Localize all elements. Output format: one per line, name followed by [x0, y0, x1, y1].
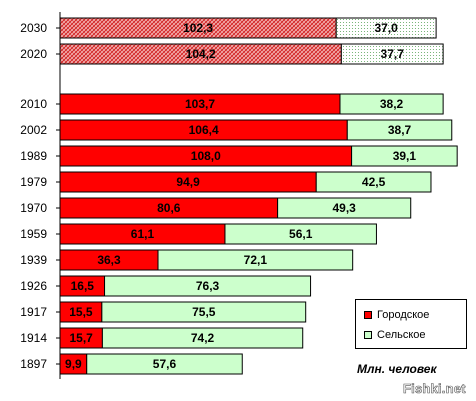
- label-rural-1897: 57,6: [153, 357, 177, 371]
- label-rural-2030: 37,0: [374, 21, 398, 35]
- legend-label-rural: Сельское: [377, 329, 426, 341]
- legend-label-urban: Городское: [377, 309, 430, 321]
- label-urban-1917: 15,5: [69, 305, 93, 319]
- label-rural-1989: 39,1: [393, 149, 417, 163]
- watermark: Fishki.net: [403, 381, 466, 397]
- bar-rural-2010: [339, 93, 444, 115]
- label-rural-1939: 72,1: [244, 253, 268, 267]
- category-label-1979: 1979: [20, 175, 47, 189]
- bar-rural-1989: [351, 145, 458, 167]
- label-urban-2020: 104,2: [186, 47, 216, 61]
- label-rural-1970: 49,3: [332, 201, 356, 215]
- category-label-1970: 1970: [20, 201, 47, 215]
- bar-rural-1897: [86, 353, 243, 375]
- legend-swatch-urban: [364, 311, 372, 319]
- bar-rural-2030: [335, 17, 437, 39]
- category-label-1917: 1917: [20, 305, 47, 319]
- label-urban-2010: 103,7: [185, 97, 215, 111]
- category-label-1926: 1926: [20, 279, 47, 293]
- label-urban-1914: 15,7: [70, 331, 94, 345]
- label-urban-1959: 61,1: [131, 227, 155, 241]
- label-urban-2030: 102,3: [183, 21, 213, 35]
- bar-rural-1979: [315, 171, 432, 193]
- category-label-2010: 2010: [20, 97, 47, 111]
- legend-swatch-rural: [364, 331, 372, 339]
- units-note: Млн. человек: [357, 362, 437, 376]
- label-urban-1926: 16,5: [71, 279, 95, 293]
- label-urban-1979: 94,9: [176, 175, 200, 189]
- label-urban-1939: 36,3: [97, 253, 121, 267]
- label-urban-1970: 80,6: [157, 201, 181, 215]
- category-label-1897: 1897: [20, 357, 47, 371]
- category-label-1914: 1914: [20, 331, 47, 345]
- category-label-2002: 2002: [20, 123, 47, 137]
- label-urban-1989: 108,0: [191, 149, 221, 163]
- bar-rural-1914: [101, 327, 304, 349]
- label-rural-2020: 37,7: [381, 47, 405, 61]
- legend-item-urban: Городское: [364, 309, 429, 321]
- label-rural-1926: 76,3: [196, 279, 220, 293]
- label-rural-1917: 75,5: [192, 305, 216, 319]
- category-label-2020: 2020: [20, 47, 47, 61]
- label-rural-2010: 38,2: [380, 97, 404, 111]
- legend: Городское Сельское: [355, 299, 467, 349]
- bar-rural-2020: [340, 43, 444, 65]
- label-urban-2002: 106,4: [189, 123, 219, 137]
- bar-rural-1970: [277, 197, 412, 219]
- label-urban-1897: 9,9: [65, 357, 82, 371]
- category-label-2030: 2030: [20, 21, 47, 35]
- bar-rural-1926: [104, 275, 312, 297]
- legend-item-rural: Сельское: [364, 329, 426, 341]
- bar-rural-2002: [346, 119, 453, 141]
- label-rural-1914: 74,2: [191, 331, 215, 345]
- category-label-1989: 1989: [20, 149, 47, 163]
- bar-rural-1917: [101, 301, 307, 323]
- category-label-1939: 1939: [20, 253, 47, 267]
- label-rural-2002: 38,7: [388, 123, 412, 137]
- category-label-1959: 1959: [20, 227, 47, 241]
- label-rural-1979: 42,5: [362, 175, 386, 189]
- bar-rural-1959: [224, 223, 377, 245]
- label-rural-1959: 56,1: [289, 227, 313, 241]
- bar-rural-1939: [157, 249, 354, 271]
